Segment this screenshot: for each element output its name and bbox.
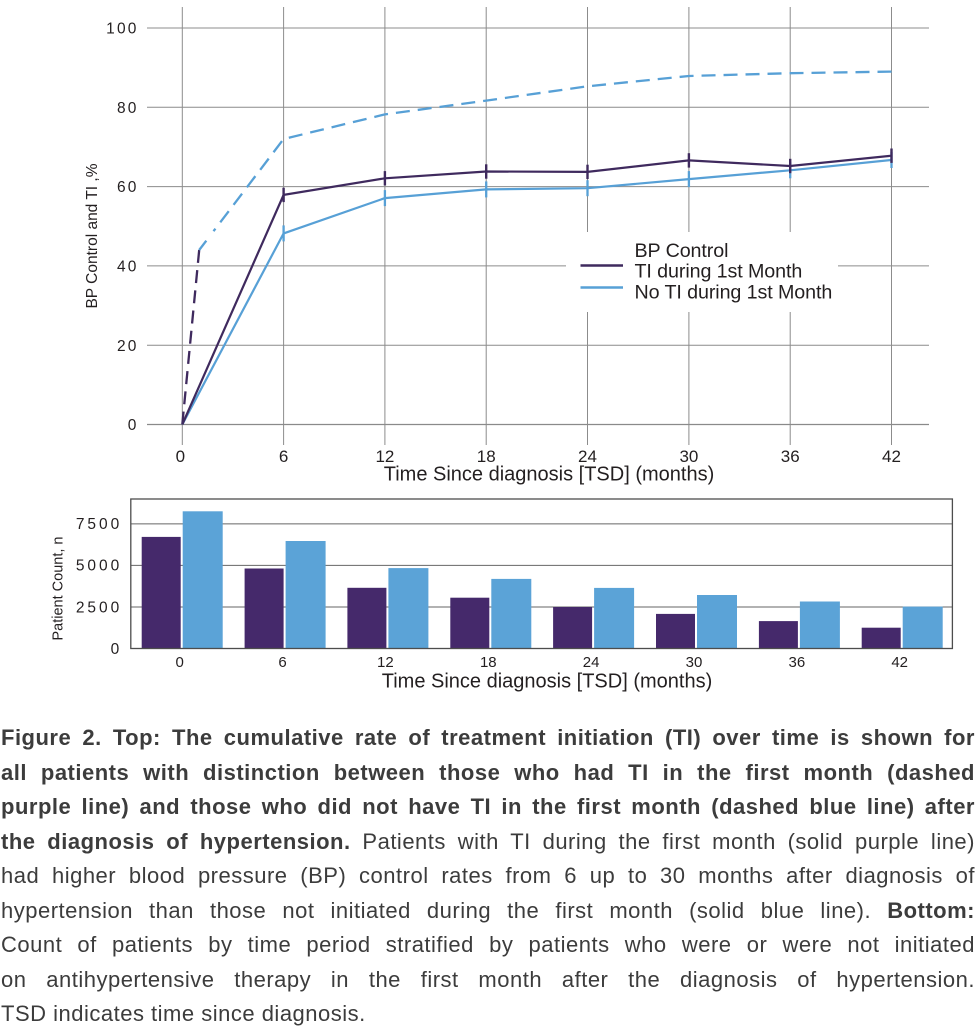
svg-text:7500: 7500 xyxy=(76,516,122,533)
svg-text:6: 6 xyxy=(279,447,288,466)
svg-text:100: 100 xyxy=(106,21,138,38)
svg-text:0: 0 xyxy=(176,654,184,671)
svg-text:24: 24 xyxy=(578,447,597,466)
svg-text:Time Since diagnosis [TSD] (mo: Time Since diagnosis [TSD] (months) xyxy=(382,671,712,693)
svg-text:BP Control: BP Control xyxy=(635,240,729,262)
svg-text:6: 6 xyxy=(278,654,286,671)
svg-text:Time Since diagnosis [TSD] (mo: Time Since diagnosis [TSD] (months) xyxy=(384,464,714,486)
svg-text:36: 36 xyxy=(789,654,806,671)
svg-text:36: 36 xyxy=(781,447,800,466)
svg-text:0: 0 xyxy=(111,641,123,658)
svg-text:12: 12 xyxy=(377,654,394,671)
svg-text:BP Control and TI ,%: BP Control and TI ,% xyxy=(84,163,101,308)
svg-text:TI during 1st Month: TI during 1st Month xyxy=(635,261,803,283)
svg-text:18: 18 xyxy=(477,447,496,466)
svg-text:42: 42 xyxy=(891,654,908,671)
svg-text:0: 0 xyxy=(176,447,185,466)
svg-text:0: 0 xyxy=(128,417,139,434)
svg-text:30: 30 xyxy=(679,447,698,466)
svg-text:80: 80 xyxy=(117,100,139,117)
svg-text:20: 20 xyxy=(117,338,139,355)
svg-text:60: 60 xyxy=(117,179,139,196)
svg-text:40: 40 xyxy=(117,259,139,276)
svg-text:Patient Count, n: Patient Count, n xyxy=(51,537,67,641)
svg-text:12: 12 xyxy=(375,447,394,466)
svg-text:42: 42 xyxy=(882,447,901,466)
svg-text:5000: 5000 xyxy=(76,558,122,575)
svg-text:2500: 2500 xyxy=(76,599,122,616)
svg-text:No TI during 1st Month: No TI during 1st Month xyxy=(635,282,833,304)
svg-text:18: 18 xyxy=(480,654,497,671)
svg-text:24: 24 xyxy=(583,654,600,671)
svg-text:30: 30 xyxy=(686,654,703,671)
